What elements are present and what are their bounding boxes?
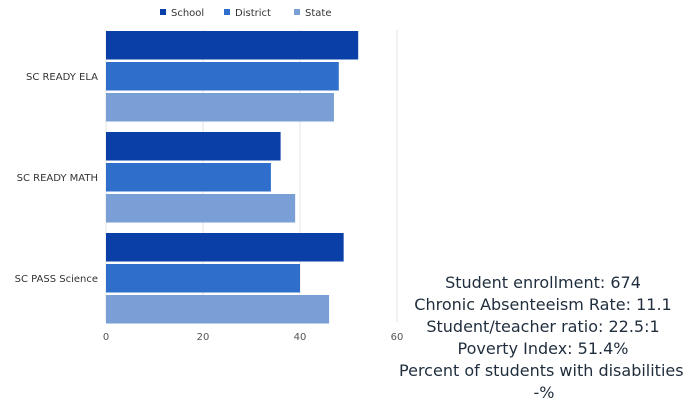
legend-label: School [171,8,204,19]
category-label: SC READY ELA [26,72,98,83]
category-label: SC PASS Science [15,274,98,285]
chart-bars [106,31,359,324]
legend-swatch [160,9,166,15]
legend-item: District [224,8,271,19]
x-tick-label: 40 [294,332,307,343]
x-tick-label: 0 [103,332,109,343]
school-stats-panel: Student enrollment: 674 Chronic Absentee… [394,272,684,404]
bar [106,264,300,293]
category-label: SC READY MATH [17,173,98,184]
legend-label: State [305,8,331,19]
bar [106,295,330,324]
legend-swatch [224,9,230,15]
category-labels: SC READY ELA SC READY MATH SC PASS Science [15,72,99,285]
disabilities-text: Percent of students with disabilities: -… [399,361,684,402]
enrollment-text: Student enrollment: 674 [445,273,641,292]
bar [106,163,271,192]
x-tick-label: 60 [391,332,404,343]
absenteeism-text: Chronic Absenteeism Rate: 11.1 [414,295,672,314]
poverty-text: Poverty Index: 51.4% [457,339,629,358]
x-tick-label: 20 [197,332,210,343]
chart-legend: School District State [160,8,331,19]
ratio-text: Student/teacher ratio: 22.5:1 [426,317,660,336]
legend-item: State [294,8,331,19]
bar [106,31,359,60]
legend-label: District [235,8,271,19]
bar [106,62,339,91]
bar [106,194,296,223]
bar [106,233,344,262]
x-axis-ticks: 0 20 40 60 [103,332,404,343]
legend-item: School [160,8,204,19]
legend-swatch [294,9,300,15]
bar [106,132,281,161]
bar [106,93,334,122]
